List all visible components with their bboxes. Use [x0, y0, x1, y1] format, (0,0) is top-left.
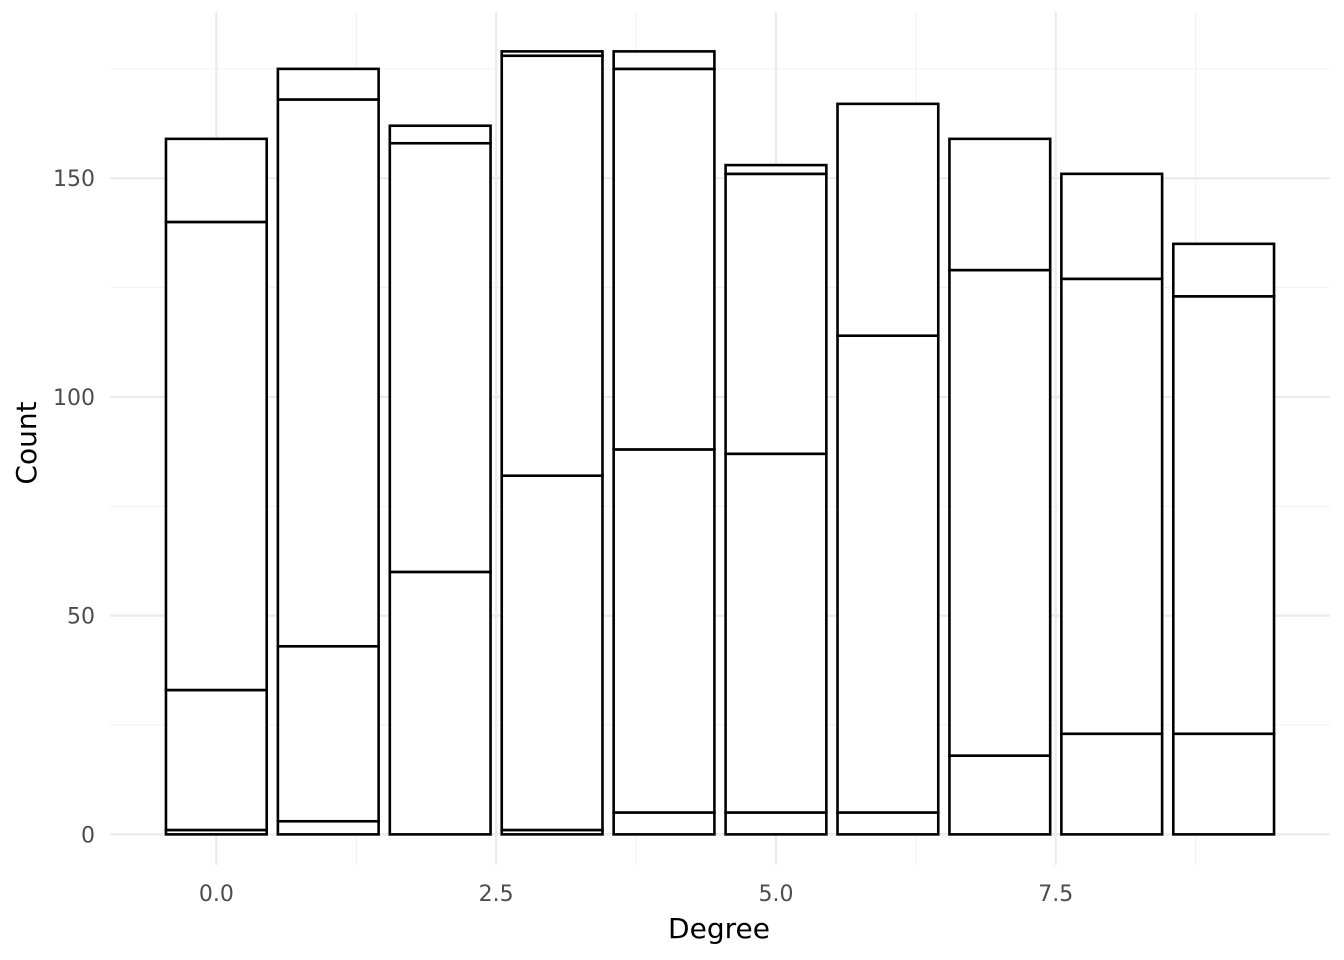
bar-stack — [836, 102, 940, 836]
bar-segment — [724, 163, 828, 176]
bar-segment — [836, 102, 940, 338]
x-axis-ticks: 0.0 2.5 5.0 7.5 — [199, 882, 1073, 907]
bar-segment — [948, 754, 1052, 836]
bar-segment — [1060, 172, 1164, 281]
bar-segment — [724, 172, 828, 456]
bar-segment — [164, 688, 268, 832]
y-axis-ticks: 0 50 100 150 — [53, 167, 95, 848]
bar-stack — [724, 163, 828, 836]
bar-segment — [1060, 277, 1164, 736]
y-tick-label: 100 — [53, 386, 95, 411]
bar-segment — [948, 137, 1052, 272]
bar-stack — [276, 67, 380, 836]
bar-segment — [500, 50, 604, 58]
bar-segment — [612, 448, 716, 814]
y-axis-label: Count — [10, 401, 43, 484]
bar-stack — [500, 50, 604, 836]
bar-segment — [612, 50, 716, 71]
bar-segment — [836, 811, 940, 836]
bar-segment — [1172, 295, 1276, 736]
bar-stack — [612, 50, 716, 836]
x-tick-label: 7.5 — [1038, 882, 1073, 907]
bar-segment — [1172, 732, 1276, 836]
bar-segment — [836, 334, 940, 814]
bar-segment — [612, 67, 716, 451]
bar-segment — [388, 124, 492, 145]
bar-stack — [388, 124, 492, 836]
bar-segment — [276, 644, 380, 823]
bars — [164, 50, 1276, 836]
x-tick-label: 5.0 — [758, 882, 793, 907]
bar-segment — [1060, 732, 1164, 836]
y-tick-label: 50 — [67, 605, 95, 630]
bar-stack — [1172, 242, 1276, 836]
bar-segment — [388, 570, 492, 836]
x-tick-label: 2.5 — [479, 882, 514, 907]
bar-segment — [724, 811, 828, 836]
y-tick-label: 0 — [81, 823, 95, 848]
bar-stack — [1060, 172, 1164, 836]
bar-segment — [948, 268, 1052, 757]
bar-segment — [500, 54, 604, 477]
bar-stack — [948, 137, 1052, 836]
x-tick-label: 0.0 — [199, 882, 234, 907]
bar-segment — [276, 67, 380, 101]
bar-segment — [1172, 242, 1276, 298]
bar-segment — [276, 98, 380, 648]
bar-segment — [164, 137, 268, 224]
bar-stack — [164, 137, 268, 836]
x-axis-label: Degree — [668, 912, 770, 945]
bar-segment — [500, 474, 604, 832]
bar-segment — [388, 141, 492, 574]
bar-segment — [164, 220, 268, 692]
bar-segment — [276, 819, 380, 836]
bar-segment — [612, 811, 716, 836]
y-tick-label: 150 — [53, 167, 95, 192]
bar-segment — [724, 452, 828, 814]
